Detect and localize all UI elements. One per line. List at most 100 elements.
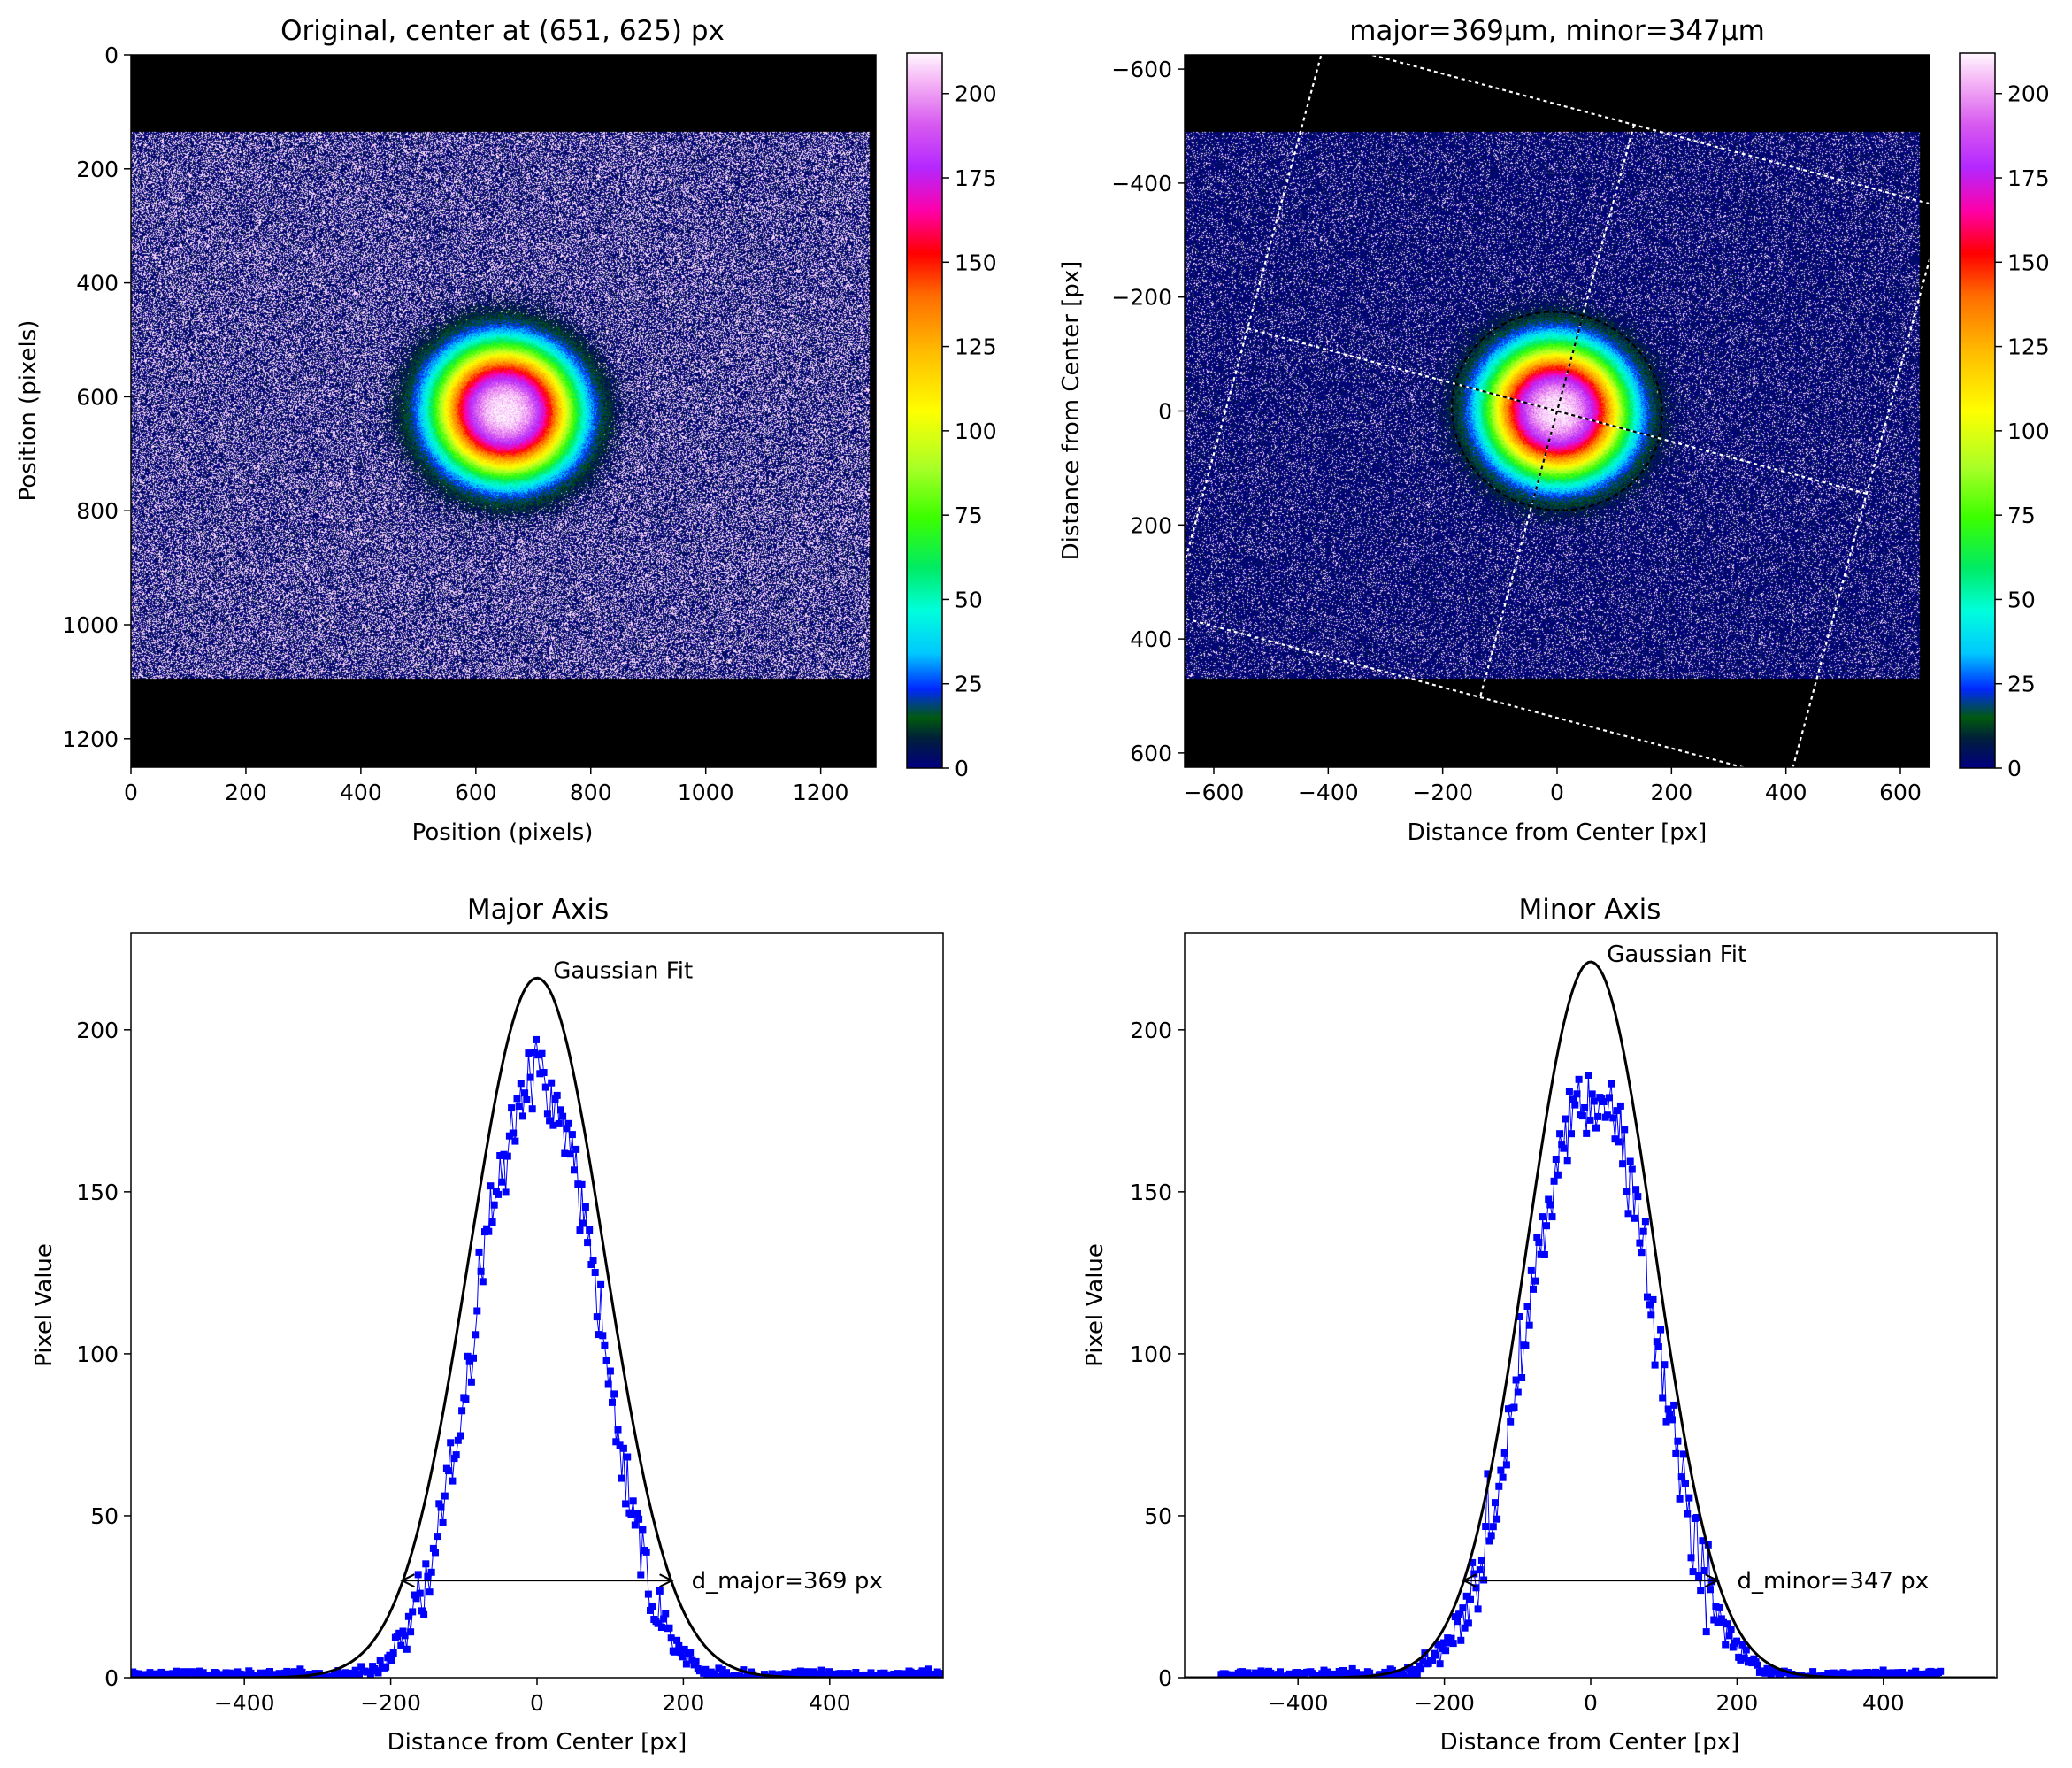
data-point — [464, 1352, 472, 1360]
data-point — [521, 1089, 529, 1097]
data-point — [458, 1407, 466, 1415]
data-point — [156, 1674, 164, 1678]
x-tick-label: −600 — [1184, 780, 1245, 805]
data-point — [1417, 1665, 1425, 1673]
data-point — [342, 1669, 349, 1677]
data-point — [412, 1595, 420, 1603]
colorbar: 0 25 50 75 100 125 150 175 200 — [906, 52, 997, 781]
data-point — [1672, 1449, 1680, 1457]
data-point — [622, 1500, 630, 1508]
data-point — [791, 1668, 799, 1676]
data-point — [903, 1672, 911, 1678]
data-point — [599, 1332, 607, 1340]
data-point — [679, 1653, 687, 1661]
x-axis-label: Position (pixels) — [412, 819, 594, 846]
data-point — [445, 1467, 453, 1475]
data-point — [418, 1607, 426, 1615]
data-point — [1552, 1156, 1560, 1163]
y-tick-label: 0 — [104, 42, 119, 68]
data-point — [1659, 1394, 1667, 1402]
data-point — [1568, 1130, 1575, 1138]
x-tick-label: −200 — [1414, 1690, 1475, 1716]
data-point — [810, 1668, 817, 1676]
data-point — [586, 1226, 594, 1234]
data-point — [1388, 1666, 1396, 1674]
data-point — [488, 1218, 496, 1226]
data-point — [416, 1589, 424, 1597]
data-point — [409, 1608, 417, 1616]
y-tick-label: 50 — [1144, 1503, 1172, 1529]
arrow-head-right — [659, 1573, 674, 1588]
data-point — [454, 1436, 462, 1444]
axes-frame — [130, 54, 877, 768]
data-point — [1484, 1470, 1492, 1478]
data-point — [1493, 1515, 1501, 1523]
data-point — [1583, 1129, 1591, 1137]
y-axis-label: Pixel Value — [31, 1243, 58, 1367]
data-point — [1624, 1210, 1632, 1218]
data-point — [389, 1649, 397, 1657]
data-point — [1482, 1523, 1490, 1530]
data-point — [1661, 1361, 1669, 1369]
data-point — [1754, 1661, 1761, 1669]
data-point — [1476, 1566, 1484, 1574]
data-point — [1429, 1657, 1436, 1664]
y-tick-label: 100 — [76, 1341, 119, 1367]
data-point — [432, 1549, 439, 1557]
data-point — [496, 1152, 504, 1159]
data-point — [1535, 1239, 1543, 1246]
data-point — [633, 1510, 641, 1518]
colorbar-ticks: 0 25 50 75 100 125 150 175 200 — [1995, 81, 2050, 781]
data-point — [1684, 1510, 1692, 1518]
x-tick-label: 400 — [1765, 780, 1807, 805]
data-point — [196, 1667, 203, 1675]
data-point — [1685, 1494, 1693, 1502]
data-point — [1722, 1641, 1730, 1649]
data-point — [502, 1188, 510, 1196]
data-point — [434, 1533, 441, 1541]
data-point — [1712, 1603, 1720, 1610]
data-point — [146, 1669, 154, 1677]
panel-original-image: Original, center at (651, 625) px 0 200 40… — [15, 15, 997, 846]
data-point — [1401, 1674, 1409, 1678]
data-point — [1575, 1075, 1583, 1083]
data-point — [1708, 1578, 1716, 1586]
data-point — [1469, 1558, 1477, 1566]
data-point — [1657, 1326, 1665, 1334]
data-point — [1588, 1090, 1596, 1098]
data-point — [609, 1398, 616, 1406]
colorbar-gradient — [1960, 53, 1995, 768]
data-point — [938, 1673, 943, 1678]
data-point — [1585, 1072, 1592, 1079]
data-point — [597, 1280, 605, 1288]
data-point — [1432, 1651, 1440, 1659]
data-point — [1676, 1495, 1684, 1503]
data-point — [1912, 1667, 1920, 1675]
data-point — [536, 1070, 544, 1078]
data-point — [654, 1619, 662, 1627]
data-point — [1761, 1669, 1769, 1677]
data-point — [918, 1667, 926, 1675]
data-point — [1543, 1222, 1550, 1230]
data-point — [614, 1426, 622, 1434]
data-point — [619, 1444, 627, 1452]
data-point — [1406, 1664, 1414, 1672]
data-point — [525, 1049, 533, 1057]
data-point — [576, 1226, 584, 1234]
data-point — [657, 1624, 665, 1631]
x-tick-label: −400 — [214, 1690, 275, 1716]
data-point — [595, 1331, 602, 1339]
data-point — [541, 1083, 549, 1091]
data-point — [624, 1453, 632, 1461]
data-point — [1634, 1193, 1642, 1201]
colorbar-tick-label: 25 — [955, 672, 983, 697]
data-point — [647, 1607, 654, 1614]
data-point — [243, 1672, 251, 1678]
y-tick-label: 150 — [76, 1180, 119, 1205]
data-point — [642, 1548, 650, 1556]
data-point — [1436, 1660, 1444, 1668]
data-point — [1742, 1646, 1750, 1654]
y-tick-label: −400 — [1111, 171, 1172, 196]
y-tick-label: 0 — [1158, 1665, 1172, 1691]
